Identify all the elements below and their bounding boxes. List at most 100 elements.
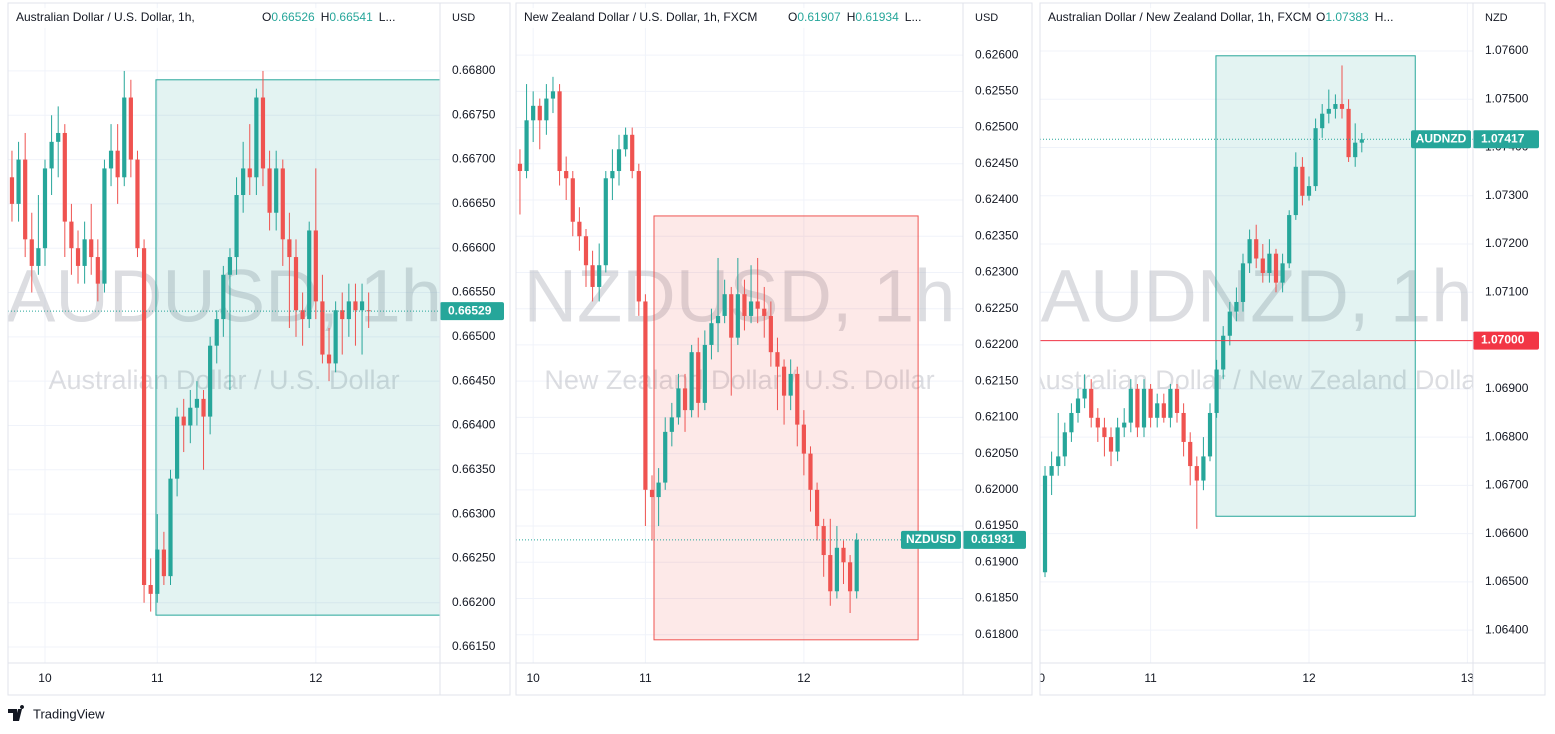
ohlc-value: 0.61934 [855, 10, 899, 24]
candle-body [808, 453, 813, 490]
candle-body [1333, 104, 1338, 109]
candle-body [161, 549, 166, 577]
x-tick-label: 11 [1144, 671, 1157, 685]
candle-body [307, 230, 312, 320]
y-tick-label: 0.62300 [975, 265, 1019, 279]
candle-body [1339, 104, 1345, 109]
candle-body [1161, 403, 1166, 418]
x-tick-label: 10 [526, 671, 540, 685]
panel-frame [7, 2, 511, 696]
candle-body [300, 310, 305, 320]
candle-body [748, 301, 754, 316]
candle-body [29, 239, 34, 266]
last-price-label: 1.07417 [1481, 131, 1525, 145]
last-price-badge [963, 530, 1026, 549]
candle-body [768, 315, 773, 353]
header-bg [518, 8, 951, 28]
symbol-badge [901, 530, 961, 549]
candle-body [1115, 427, 1120, 452]
candle-body [274, 168, 279, 213]
ohlc-key: O [788, 10, 797, 24]
ohlc-legend: O1.07383 H... [1316, 10, 1393, 24]
y-tick-label: 1.06400 [1485, 622, 1529, 636]
currency-label: NZD [1485, 12, 1508, 24]
candle-body [1300, 166, 1305, 196]
y-tick-label: 0.62000 [975, 482, 1019, 496]
candle-body [669, 417, 674, 432]
candle-body [517, 163, 523, 172]
candle-body [1062, 432, 1067, 457]
y-tick-label: 0.66300 [452, 506, 496, 520]
candle-body [313, 230, 318, 302]
candle-body [75, 248, 81, 266]
candle-body [234, 195, 239, 258]
candle-body [1135, 388, 1140, 428]
ohlc-key: O [262, 10, 271, 24]
x-tick-label: 11 [151, 671, 164, 685]
y-tick-label: 0.66250 [452, 551, 496, 565]
candle-body [643, 301, 648, 490]
candle-body [775, 352, 780, 367]
candle-body [814, 489, 820, 527]
candle-body [1181, 412, 1186, 442]
candle-body [1346, 108, 1351, 158]
candle-body [36, 248, 41, 266]
y-tick-label: 0.62100 [975, 410, 1019, 424]
candle-body [214, 319, 219, 346]
candle-body [1056, 456, 1061, 467]
ohlc-value: 0.66541 [329, 10, 373, 24]
last-price-badge [440, 302, 504, 321]
y-tick-label: 0.66150 [452, 639, 496, 653]
panel-frame [515, 2, 1033, 696]
x-tick-label: 10 [38, 671, 52, 685]
candle-body [649, 489, 655, 498]
candle-body [293, 257, 299, 311]
candle-body [326, 354, 332, 364]
candle-body [1075, 398, 1081, 413]
candle-body [715, 315, 721, 324]
price-badge [1473, 331, 1539, 350]
candle-body [689, 352, 694, 411]
y-tick-label: 1.06500 [1485, 574, 1529, 588]
candle-body [1247, 239, 1252, 264]
watermark-name: New Zealand Dollar / U.S. Dollar [544, 365, 934, 395]
symbol-label: AUDNZD [1416, 131, 1467, 145]
candle-body [1260, 258, 1265, 273]
candle-body [1155, 403, 1160, 418]
candle-body [821, 526, 826, 556]
ohlc-key: H [321, 10, 330, 24]
ohlc-more: L... [379, 10, 396, 24]
ohlc-legend: O0.66526 H0.66541 L... [262, 10, 395, 24]
candle-body [1353, 142, 1358, 158]
candle-body [663, 431, 668, 483]
zone [653, 215, 919, 641]
candle-body [1221, 335, 1226, 370]
candle-body [148, 585, 153, 594]
chart-title: Australian Dollar / U.S. Dollar, 1h, [16, 10, 195, 24]
y-tick-label: 0.62600 [975, 47, 1019, 61]
candle-body [1148, 388, 1153, 418]
candle-body [194, 398, 200, 408]
candle-body [1287, 215, 1292, 264]
candle-body [1254, 239, 1259, 259]
header-bg [10, 8, 428, 28]
candle-body [340, 310, 345, 320]
y-tick-label: 0.62350 [975, 228, 1019, 242]
x-tick-label: 10 [1032, 671, 1046, 685]
candle-body [1359, 139, 1364, 143]
y-tick-label: 0.66800 [452, 63, 496, 77]
candle-body [550, 91, 556, 99]
candle-body [1280, 263, 1285, 283]
y-tick-label: 0.62500 [975, 120, 1019, 134]
candle-body [9, 177, 15, 204]
y-tick-label: 0.66400 [452, 418, 496, 432]
watermark-name: Australian Dollar / New Zealand Dollar [1028, 365, 1486, 395]
y-tick-label: 0.62200 [975, 337, 1019, 351]
candle-body [175, 416, 180, 479]
candle-body [801, 424, 806, 454]
candle-body [729, 294, 734, 338]
ohlc-key: O [1316, 10, 1325, 24]
currency-label: USD [452, 12, 475, 24]
